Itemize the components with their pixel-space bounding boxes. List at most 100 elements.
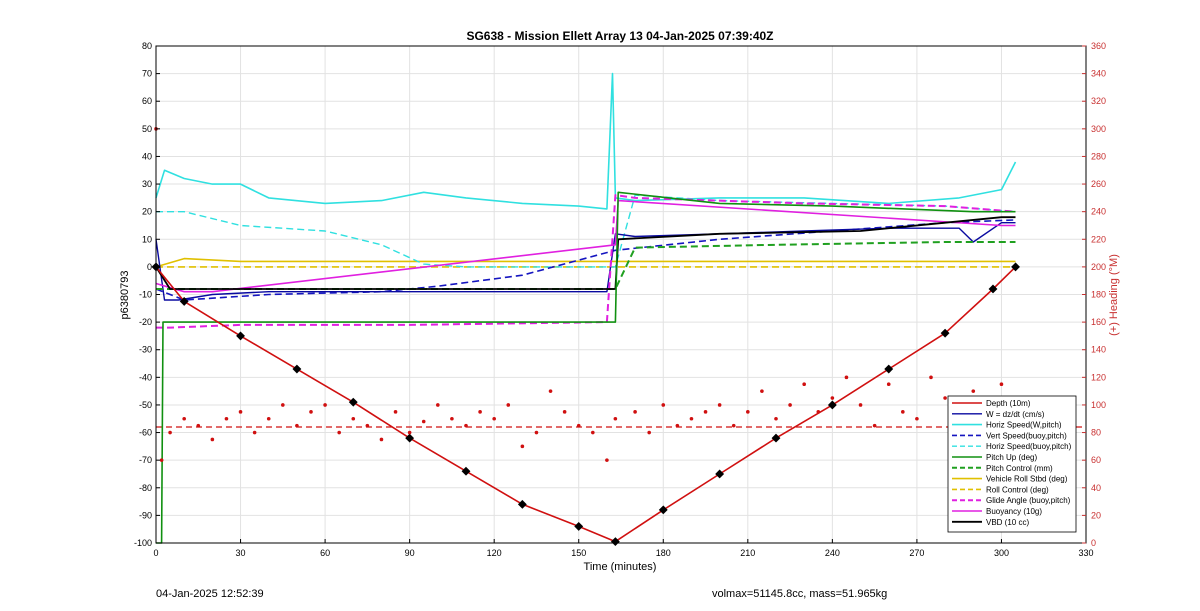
heading-point [351, 416, 356, 421]
y-right-tick-label: 0 [1091, 538, 1096, 548]
x-tick-label: 120 [487, 548, 502, 558]
heading-point [492, 416, 496, 421]
depth-marker [827, 400, 837, 410]
y-left-tick-label: -100 [134, 538, 152, 548]
y-right-tick-label: 60 [1091, 455, 1101, 465]
legend-entry-label: Roll Control (deg) [986, 485, 1049, 494]
legend-entry-label: Pitch Up (deg) [986, 453, 1037, 462]
y-left-tick-label: 20 [142, 207, 152, 217]
heading-point [886, 382, 891, 387]
y-left-tick-label: 60 [142, 96, 152, 106]
depth-marker [348, 397, 358, 407]
y-right-tick-label: 160 [1091, 317, 1106, 327]
x-tick-label: 330 [1078, 548, 1093, 558]
y-right-tick-label: 180 [1091, 290, 1106, 300]
depth-marker [236, 331, 245, 341]
heading-point [534, 430, 539, 435]
heading-point [407, 430, 412, 435]
series-group [151, 72, 1020, 547]
y-right-tick-label: 80 [1091, 428, 1101, 438]
y-left-tick-label: 10 [142, 234, 152, 244]
heading-point [999, 382, 1004, 387]
series-line-horiz-w [155, 72, 1017, 210]
heading-point [281, 403, 285, 407]
heading-points [154, 127, 1004, 462]
heading-point [436, 403, 440, 407]
y-right-tick-label: 340 [1091, 69, 1106, 79]
y-left-tick-label: 50 [142, 124, 152, 134]
legend-entry-label: Vert Speed(buoy,pitch) [986, 431, 1067, 440]
y-left-tick-label: -70 [139, 455, 152, 465]
heading-point [309, 410, 313, 414]
legend-entry-label: Depth (10m) [986, 399, 1031, 408]
heading-point [238, 410, 243, 414]
series-line-pitch [156, 191, 1016, 544]
heading-point [858, 403, 863, 407]
x-tick-label: 0 [153, 548, 158, 558]
y-right-tick-label: 280 [1091, 151, 1106, 161]
y-left-ticks: -100-90-80-70-60-50-40-30-20-10010203040… [134, 41, 160, 548]
heading-point [168, 430, 172, 435]
depth-marker [1011, 262, 1020, 272]
y-left-tick-label: -30 [139, 345, 152, 355]
heading-point [971, 389, 976, 393]
y-left-tick-label: -40 [139, 372, 152, 382]
heading-point [337, 430, 341, 435]
series-line-w [155, 221, 1016, 301]
heading-point [605, 458, 609, 462]
heading-point [379, 437, 384, 442]
legend-entry-label: Horiz Speed(buoy,pitch) [986, 442, 1072, 451]
heading-point [633, 410, 637, 414]
heading-point [675, 423, 680, 428]
depth-marker [292, 364, 302, 374]
x-tick-label: 90 [405, 548, 415, 558]
legend: Depth (10m) W = dz/dt (cm/s) Horiz Speed(W… [947, 395, 1077, 533]
y-right-tick-label: 300 [1091, 124, 1106, 134]
heading-point [159, 458, 164, 462]
heading-point [844, 375, 849, 380]
footer-volmax-mass: volmax=51145.8cc, mass=51.965kg [712, 588, 888, 600]
legend-entry-label: Vehicle Roll Stbd (deg) [986, 475, 1068, 484]
heading-point [562, 410, 567, 414]
heading-point [252, 430, 257, 435]
depth-marker [574, 522, 584, 531]
y-axis-left-label: p6380793 [119, 271, 131, 320]
heading-point [746, 410, 750, 414]
y-right-tick-label: 220 [1091, 234, 1106, 244]
heading-point [647, 430, 651, 435]
depth-marker [461, 466, 471, 476]
series-line-roll [155, 257, 1016, 268]
y-left-tick-label: 40 [142, 151, 152, 161]
y-right-tick-label: 360 [1091, 41, 1106, 51]
x-tick-label: 60 [320, 548, 330, 558]
y-right-tick-label: 240 [1091, 207, 1106, 217]
y-left-tick-label: -90 [139, 510, 152, 520]
heading-point [506, 403, 511, 407]
series-line-glide [156, 194, 1016, 329]
heading-point [943, 396, 947, 400]
heading-point [548, 389, 553, 393]
x-axis-label: Time (minutes) [584, 561, 657, 573]
depth-marker [884, 364, 894, 374]
x-tick-label: 270 [909, 548, 924, 558]
heading-point [760, 389, 764, 393]
legend-entry-label: W = dz/dt (cm/s) [986, 410, 1045, 419]
y-right-tick-label: 20 [1091, 510, 1101, 520]
heading-point [872, 423, 877, 428]
heading-point [929, 375, 933, 380]
y-left-tick-label: 30 [142, 179, 152, 189]
y-left-tick-label: -80 [139, 483, 152, 493]
footer-timestamp: 04-Jan-2025 12:52:39 [156, 588, 264, 600]
legend-entry-label: Pitch Control (mm) [986, 464, 1053, 473]
heading-point [816, 410, 821, 414]
y-left-tick-label: -20 [139, 317, 152, 327]
y-right-tick-label: 200 [1091, 262, 1106, 272]
depth-marker [517, 499, 527, 509]
x-tick-label: 300 [994, 548, 1009, 558]
y-left-tick-label: -60 [139, 428, 152, 438]
x-tick-label: 210 [740, 548, 755, 558]
y-right-tick-label: 120 [1091, 372, 1106, 382]
x-tick-label: 240 [825, 548, 840, 558]
heading-point [182, 416, 186, 421]
y-left-tick-label: 80 [142, 41, 152, 51]
